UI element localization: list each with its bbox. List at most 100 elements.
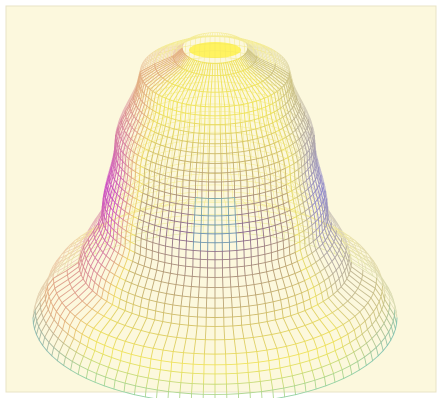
mesh-meridian-line	[384, 288, 390, 298]
mesh-meridian-line	[332, 218, 336, 227]
mesh-meridian-line	[250, 45, 268, 51]
mesh-meridian-line	[290, 119, 293, 128]
mesh-meridian-line	[353, 242, 357, 251]
mesh-ring-line	[189, 185, 199, 187]
mesh-ring-line	[178, 77, 186, 80]
mesh-meridian-line	[314, 163, 318, 172]
mesh-meridian-line	[128, 144, 132, 153]
mesh-meridian-line	[326, 233, 331, 241]
mesh-ring-line	[328, 215, 334, 220]
mesh-meridian-line	[270, 48, 274, 57]
mesh-ring-line	[234, 96, 242, 99]
mesh-meridian-line	[226, 152, 228, 164]
mesh-meridian-line	[312, 152, 315, 161]
mesh-meridian-line	[145, 55, 149, 65]
mesh-meridian-line	[265, 117, 268, 126]
mesh-meridian-line	[138, 201, 141, 210]
mesh-meridian-line	[125, 102, 129, 111]
mesh-ring-line	[250, 200, 260, 203]
mesh-meridian-line	[96, 212, 102, 220]
mesh-meridian-line	[298, 193, 302, 201]
mesh-ring-line	[295, 129, 301, 133]
mesh-meridian-line	[77, 254, 81, 262]
mesh-meridian-line	[256, 142, 259, 151]
mesh-ring-line	[36, 295, 40, 302]
mesh-ring-line	[229, 139, 237, 141]
mesh-ring-line	[179, 199, 189, 201]
mesh-meridian-line	[143, 137, 146, 146]
mesh-meridian-line	[156, 48, 160, 57]
mesh-ring-line	[243, 39, 249, 41]
mesh-meridian-line	[147, 115, 149, 124]
mesh-meridian-line	[99, 233, 104, 241]
mesh-meridian-line	[257, 49, 259, 58]
mesh-ring-line	[289, 112, 295, 115]
mesh-meridian-line	[40, 288, 46, 298]
mesh-meridian-line	[280, 66, 284, 75]
mesh-ring-line	[170, 215, 183, 218]
mesh-meridian-line	[246, 43, 256, 52]
mesh-meridian-line	[266, 195, 268, 204]
mesh-meridian-line	[336, 222, 340, 231]
mesh-ring-line	[276, 154, 284, 158]
mesh-meridian-line	[380, 277, 384, 286]
mesh-meridian-line	[119, 157, 121, 167]
mesh-meridian-line	[124, 134, 127, 144]
mesh-meridian-line	[291, 181, 296, 189]
mesh-meridian-line	[297, 95, 302, 103]
mesh-ring-line	[244, 46, 250, 48]
mesh-meridian-line	[169, 108, 171, 117]
mesh-meridian-line	[328, 212, 334, 220]
mesh-meridian-line	[247, 40, 250, 48]
mesh-ring-line	[81, 234, 90, 239]
mesh-ring-line	[227, 180, 235, 183]
mesh-ring-line	[375, 272, 382, 279]
mesh-ring-line	[165, 142, 174, 145]
mesh-ring-line	[188, 96, 196, 99]
mesh-ring-line	[172, 48, 177, 51]
mesh-ring-line	[149, 175, 158, 178]
mesh-meridian-line	[191, 162, 194, 170]
mesh-meridian-line	[293, 87, 299, 96]
mesh-meridian-line	[177, 40, 190, 42]
mesh-ring-line	[194, 114, 201, 116]
mesh-ring-line	[266, 195, 275, 199]
mesh-ring-line	[247, 40, 253, 42]
mesh-ring-line	[126, 204, 134, 208]
mesh-meridian-line	[176, 200, 180, 204]
mesh-ring-line	[143, 78, 148, 82]
mesh-meridian-line	[236, 214, 239, 221]
mesh-ring-line	[167, 49, 173, 52]
mesh-meridian-line	[216, 62, 219, 77]
mesh-meridian-line	[150, 52, 154, 61]
mesh-meridian-line	[263, 45, 266, 53]
mesh-meridian-line	[283, 231, 285, 240]
mesh-ring-line	[160, 52, 165, 55]
mesh-ring-line	[304, 174, 310, 178]
mesh-meridian-line	[134, 134, 138, 143]
mesh-meridian-line	[155, 190, 158, 199]
mesh-meridian-line	[119, 192, 125, 200]
mesh-meridian-line	[120, 149, 124, 158]
mesh-meridian-line	[299, 224, 303, 232]
mesh-meridian-line	[285, 117, 288, 126]
mesh-ring-line	[146, 66, 150, 70]
mesh-meridian-line	[248, 120, 250, 129]
mesh-meridian-line	[124, 206, 127, 215]
mesh-meridian-line	[160, 59, 164, 68]
mesh-ring-line	[164, 74, 171, 77]
mesh-ring-line	[73, 245, 81, 251]
mesh-ring-line	[38, 290, 43, 297]
mesh-ring-line	[195, 105, 201, 107]
mesh-meridian-line	[160, 46, 163, 55]
mesh-ring-line	[146, 71, 151, 75]
mesh-meridian-line	[248, 127, 251, 136]
mesh-meridian-line	[181, 204, 183, 214]
mesh-meridian-line	[349, 235, 355, 243]
mesh-meridian-line	[131, 160, 133, 170]
mesh-ring-line	[185, 45, 191, 47]
mesh-ring-line	[179, 232, 192, 235]
mesh-meridian-line	[340, 237, 352, 245]
mesh-ring-line	[304, 122, 308, 126]
mesh-meridian-line	[238, 38, 240, 46]
